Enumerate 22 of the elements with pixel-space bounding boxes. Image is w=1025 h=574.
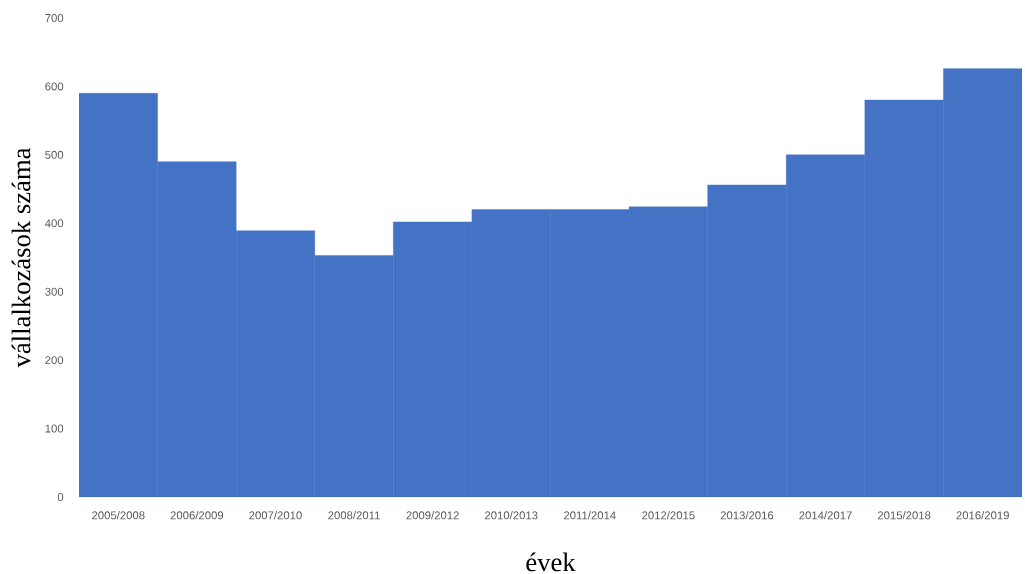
x-tick-label: 2005/2008 bbox=[92, 511, 145, 520]
y-tick-label: 0 bbox=[57, 492, 64, 501]
x-tick-label: 2006/2009 bbox=[170, 511, 224, 520]
x-tick-label: 2008/2011 bbox=[328, 511, 380, 520]
x-tick-label: 2012/2015 bbox=[642, 511, 695, 520]
y-tick-label: 300 bbox=[45, 287, 64, 296]
x-axis-title: évek bbox=[526, 552, 576, 572]
y-tick-label: 600 bbox=[45, 82, 64, 91]
y-tick-label: 700 bbox=[45, 13, 64, 22]
x-tick-label: 2011/2014 bbox=[563, 511, 616, 520]
y-tick-label: 200 bbox=[45, 356, 64, 365]
x-tick-label: 2010/2013 bbox=[484, 511, 538, 520]
x-tick-label: 2016/2019 bbox=[956, 511, 1009, 520]
y-tick-label: 100 bbox=[45, 424, 64, 433]
y-tick-label: 500 bbox=[45, 150, 64, 159]
x-tick-label: 2009/2012 bbox=[406, 511, 459, 520]
y-axis-title: vállalkozások száma bbox=[11, 147, 31, 368]
x-tick-label: 2013/2016 bbox=[720, 511, 774, 520]
x-tick-label: 2007/2010 bbox=[249, 511, 302, 520]
y-tick-label: 400 bbox=[44, 219, 64, 228]
x-tick-label: 2014/2017 bbox=[799, 511, 852, 520]
x-tick-label: 2015/2018 bbox=[877, 511, 931, 520]
